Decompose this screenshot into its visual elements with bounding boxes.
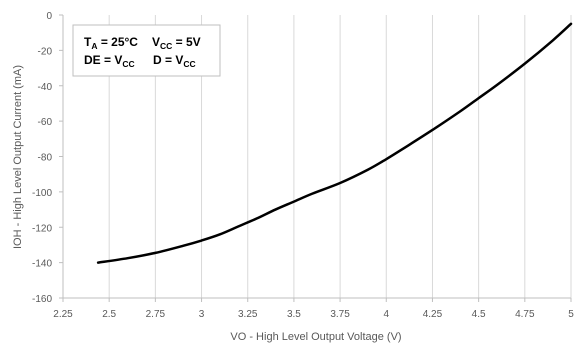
- y-axis-title: IOH - High Level Output Current (mA): [12, 65, 24, 249]
- y-tick-label: -100: [32, 188, 52, 199]
- y-tick-label: -120: [32, 223, 52, 234]
- series-group: [96, 22, 573, 264]
- vcc-rest: = 5V: [172, 35, 200, 49]
- x-tick-label: 3.25: [238, 309, 258, 320]
- x-tick-label: 4: [383, 309, 389, 320]
- ta-rest: = 25°C: [97, 35, 138, 49]
- y-tick-label: -60: [38, 117, 53, 128]
- x-tick-label: 3.5: [287, 309, 301, 320]
- y-tick-label: -20: [38, 46, 53, 57]
- legend-text-3: DE = VCC: [84, 53, 135, 69]
- x-tick-label: 5: [568, 309, 574, 320]
- axes: [59, 14, 572, 302]
- y-tick-labels: 0 -20 -40 -60 -80 -100 -120 -140 -160: [32, 11, 52, 305]
- x-tick-label: 2.75: [146, 309, 166, 320]
- x-tick-label: 3: [199, 309, 205, 320]
- de-main: DE = V: [84, 53, 122, 67]
- d-main: D = V: [153, 53, 183, 67]
- ta-sub: A: [91, 41, 97, 51]
- vcc-sub: CC: [160, 41, 172, 51]
- y-tick-label: -80: [38, 153, 53, 164]
- x-tick-label: 4.5: [472, 309, 486, 320]
- y-tick-label: 0: [46, 11, 52, 22]
- d-sub: CC: [183, 59, 195, 69]
- legend-box: TA = 25°C VCC = 5V DE = VCC D = VCC: [72, 24, 221, 77]
- x-tick-labels: 2.25 2.5 2.75 3 3.25 3.5 3.75 4 4.25 4.5 4.75 5: [53, 309, 574, 320]
- x-axis-title: VO - High Level Output Voltage (V): [230, 331, 401, 343]
- y-tick-label: -160: [32, 294, 52, 305]
- x-tick-label: 4.75: [515, 309, 535, 320]
- x-tick-label: 2.5: [102, 309, 116, 320]
- de-sub: CC: [122, 59, 134, 69]
- y-tick-label: -40: [38, 82, 53, 93]
- legend-frame: [72, 24, 221, 77]
- vcc-main: V: [152, 35, 160, 49]
- y-tick-label: -140: [32, 259, 52, 270]
- ta-main: T: [84, 35, 92, 49]
- legend-text-1: TA = 25°C: [84, 35, 138, 51]
- x-tick-label: 4.25: [423, 309, 443, 320]
- x-tick-label: 2.25: [53, 309, 73, 320]
- legend-text-2: VCC = 5V: [152, 35, 201, 51]
- x-tick-label: 3.75: [330, 309, 350, 320]
- legend-text-4: D = VCC: [153, 53, 196, 69]
- series-line: [96, 22, 573, 264]
